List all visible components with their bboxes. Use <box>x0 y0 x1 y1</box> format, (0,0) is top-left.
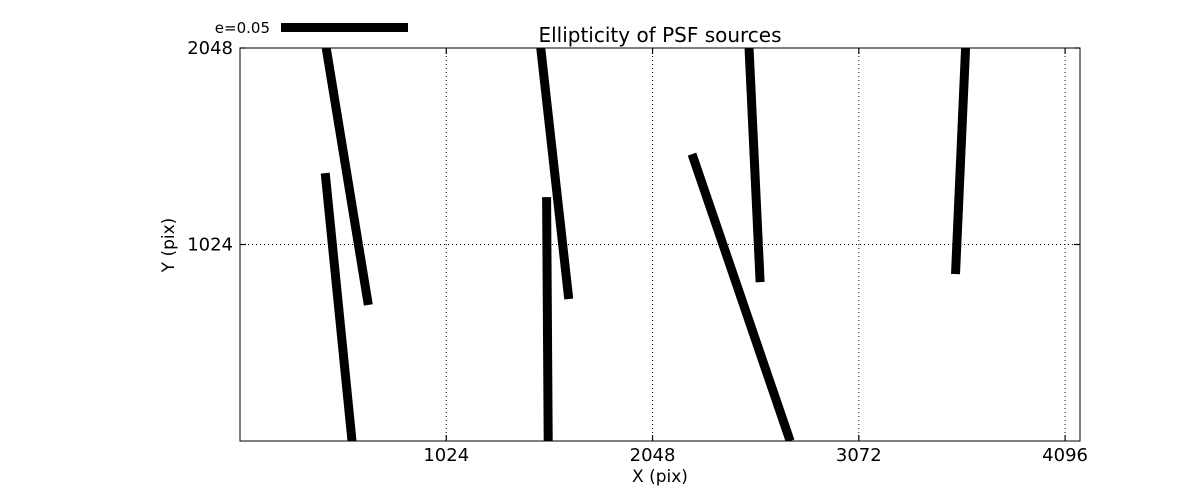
tick-marks <box>240 47 1080 441</box>
tick-labels: 1024 2048 3072 4096 1024 2048 <box>187 38 1088 466</box>
whisker-segment <box>542 197 553 441</box>
y-tick-label: 2048 <box>187 38 233 59</box>
whisker-segment <box>321 48 373 306</box>
legend-label: e=0.05 <box>215 19 270 37</box>
x-tick-label: 1024 <box>423 445 469 466</box>
y-axis-label: Y (pix) <box>159 218 179 274</box>
whisker-segment <box>744 48 765 283</box>
x-tick-label: 4096 <box>1042 445 1088 466</box>
y-tick-label: 1024 <box>187 235 233 256</box>
legend-bar-swatch <box>281 23 408 32</box>
x-tick-label: 2048 <box>630 445 676 466</box>
x-tick-label: 3072 <box>836 445 882 466</box>
legend: e=0.05 <box>215 19 408 37</box>
whisker-segments <box>320 48 971 441</box>
whisker-segment <box>687 152 795 441</box>
whisker-segment <box>536 48 574 300</box>
chart-title: Ellipticity of PSF sources <box>538 23 781 47</box>
whisker-segment <box>320 172 357 441</box>
x-axis-label: X (pix) <box>632 467 688 487</box>
whisker-segment <box>951 48 971 275</box>
